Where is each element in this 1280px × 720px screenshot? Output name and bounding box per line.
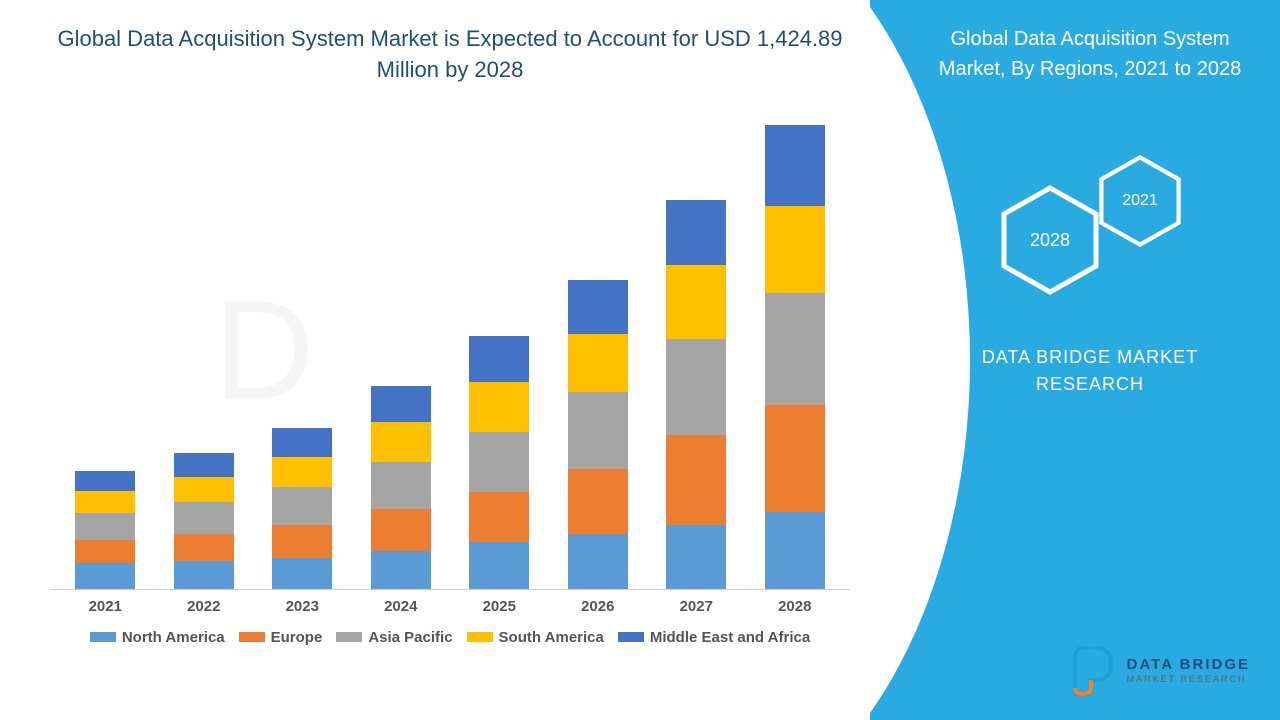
x-label: 2027 <box>661 598 732 615</box>
chart-title: Global Data Acquisition System Market is… <box>50 24 850 86</box>
bar-segment <box>371 422 431 462</box>
bar-2021 <box>70 120 141 589</box>
bar-segment <box>469 336 529 381</box>
x-label: 2028 <box>760 598 831 615</box>
legend-swatch <box>618 632 644 642</box>
legend-item: Asia Pacific <box>336 629 452 646</box>
bar-2024 <box>366 120 437 589</box>
bar-segment <box>666 200 726 265</box>
legend-item: Middle East and Africa <box>618 629 810 646</box>
bar-segment <box>75 540 135 564</box>
legend-item: South America <box>467 629 604 646</box>
legend-label: Asia Pacific <box>368 629 452 646</box>
bar-segment <box>666 265 726 339</box>
bar-segment <box>174 477 234 502</box>
bar-segment <box>666 435 726 525</box>
hexagon-2021: 2021 <box>1098 154 1182 248</box>
bar-2025 <box>464 120 535 589</box>
bar-segment <box>568 469 628 534</box>
bar-segment <box>174 502 234 535</box>
logo-line1: DATA BRIDGE <box>1127 657 1250 672</box>
legend-swatch <box>239 632 265 642</box>
logo-corner: DATA BRIDGE MARKET RESEARCH <box>1065 644 1250 696</box>
bar-segment <box>765 405 825 512</box>
bar-segment <box>174 453 234 477</box>
hexagon-group: 2028 2021 <box>980 154 1200 304</box>
bar-segment <box>272 525 332 558</box>
hexagon-2028-label: 2028 <box>1030 230 1070 251</box>
bar-2023 <box>267 120 338 589</box>
bar-2027 <box>661 120 732 589</box>
bar-segment <box>568 280 628 334</box>
bar-segment <box>272 558 332 589</box>
bar-segment <box>765 206 825 293</box>
logo-icon <box>1065 644 1117 696</box>
bar-segment <box>272 428 332 457</box>
bar-segment <box>666 339 726 435</box>
bar-segment <box>568 392 628 470</box>
chart-plot-area <box>50 120 850 590</box>
legend-swatch <box>90 632 116 642</box>
legend-label: Middle East and Africa <box>650 629 810 646</box>
chart-panel: Global Data Acquisition System Market is… <box>0 0 870 720</box>
hexagon-2021-label: 2021 <box>1122 192 1158 210</box>
bar-segment <box>174 534 234 561</box>
legend-swatch <box>336 632 362 642</box>
bar-2026 <box>563 120 634 589</box>
bar-segment <box>469 542 529 589</box>
bar-segment <box>75 513 135 540</box>
legend-swatch <box>467 632 493 642</box>
bar-segment <box>765 293 825 405</box>
bar-segment <box>765 512 825 589</box>
bar-segment <box>272 487 332 525</box>
bar-segment <box>568 334 628 392</box>
right-panel: Global Data Acquisition System Market, B… <box>870 0 1280 720</box>
bar-segment <box>765 125 825 206</box>
logo-line2: MARKET RESEARCH <box>1127 675 1250 684</box>
legend-label: South America <box>499 629 604 646</box>
bar-segment <box>75 491 135 513</box>
bar-segment <box>568 534 628 588</box>
bar-segment <box>371 462 431 509</box>
x-label: 2023 <box>267 598 338 615</box>
bar-segment <box>75 563 135 588</box>
bar-segment <box>75 471 135 491</box>
x-label: 2026 <box>563 598 634 615</box>
right-panel-title: Global Data Acquisition System Market, B… <box>930 24 1250 84</box>
x-label: 2024 <box>366 598 437 615</box>
legend-label: North America <box>122 629 225 646</box>
bar-segment <box>174 561 234 588</box>
legend-item: North America <box>90 629 225 646</box>
legend-item: Europe <box>239 629 323 646</box>
bar-segment <box>371 509 431 551</box>
chart-x-axis: 2021 2022 2023 2024 2025 2026 2027 2028 <box>50 590 850 615</box>
brand-text: DATA BRIDGE MARKET RESEARCH <box>930 344 1250 398</box>
x-label: 2022 <box>169 598 240 615</box>
bar-segment <box>469 432 529 492</box>
bar-2022 <box>169 120 240 589</box>
bar-segment <box>272 457 332 488</box>
legend-label: Europe <box>271 629 323 646</box>
bar-segment <box>371 386 431 422</box>
bar-segment <box>371 551 431 589</box>
chart-legend: North America Europe Asia Pacific South Ame… <box>50 615 850 646</box>
right-panel-content: Global Data Acquisition System Market, B… <box>870 0 1280 720</box>
bar-segment <box>666 525 726 588</box>
hexagon-2028: 2028 <box>1000 184 1100 296</box>
bar-2028 <box>760 120 831 589</box>
x-label: 2021 <box>70 598 141 615</box>
x-label: 2025 <box>464 598 535 615</box>
bar-segment <box>469 492 529 542</box>
logo-text: DATA BRIDGE MARKET RESEARCH <box>1127 657 1250 684</box>
bar-segment <box>469 382 529 433</box>
